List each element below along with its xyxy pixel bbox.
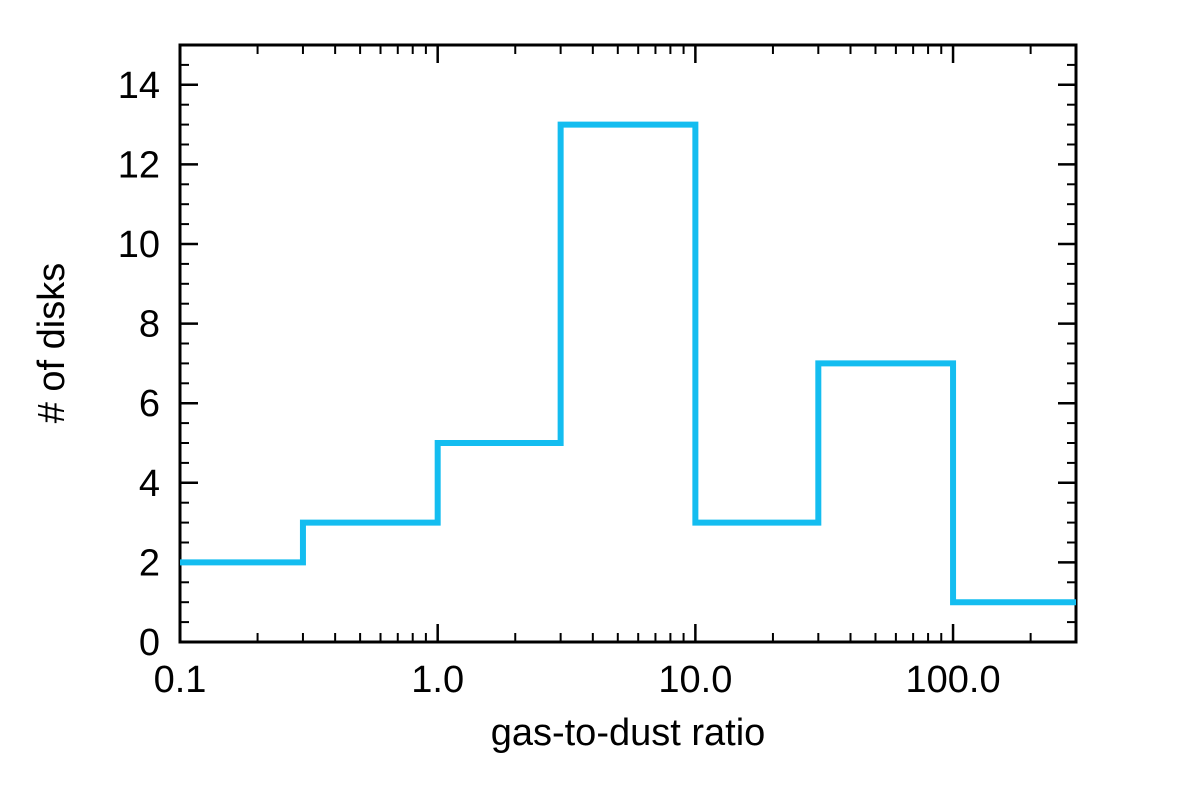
y-tick-label: 10 [118, 224, 160, 266]
x-tick-label: 1.0 [411, 659, 464, 701]
y-tick-label: 2 [139, 542, 160, 584]
y-tick-label: 14 [118, 65, 160, 107]
histogram-step-line [180, 121, 1076, 606]
y-tick-label: 12 [118, 144, 160, 186]
minor-ticks [180, 44, 1076, 642]
histogram-bar [561, 125, 696, 642]
x-axis-title: gas-to-dust ratio [491, 712, 766, 754]
y-tick-label: 4 [139, 463, 160, 505]
x-tick-label: 10.0 [658, 659, 732, 701]
major-ticks [178, 45, 1076, 644]
x-tick-label: 100.0 [906, 659, 1001, 701]
y-tick-label: 8 [139, 304, 160, 346]
histogram-bar [438, 443, 561, 642]
y-tick-label: 6 [139, 383, 160, 425]
histogram-bar [303, 523, 438, 642]
histogram-bar [180, 562, 303, 642]
histogram-bins [180, 125, 1076, 642]
y-tick-labels: 0 2 4 6 8 10 12 14 [118, 65, 160, 664]
y-tick-label: 0 [139, 622, 160, 664]
histogram-bar [695, 523, 818, 642]
x-tick-label: 0.1 [154, 659, 207, 701]
y-axis-title: # of disks [31, 263, 73, 424]
histogram-bar [818, 363, 953, 642]
histogram-bar [953, 602, 1076, 642]
x-tick-labels: 0.1 1.0 10.0 100.0 [154, 659, 1001, 701]
